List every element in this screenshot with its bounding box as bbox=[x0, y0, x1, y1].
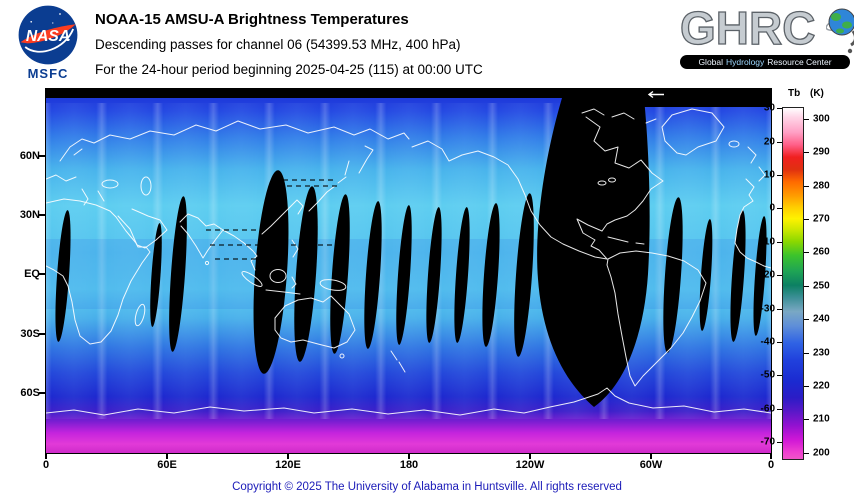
copyright-notice: Copyright © 2025 The University of Alaba… bbox=[232, 481, 622, 493]
lon-axis-label: 60E bbox=[157, 459, 177, 471]
colorbar bbox=[782, 107, 804, 460]
lon-tick bbox=[287, 454, 289, 459]
lon-axis-label: 0 bbox=[767, 459, 775, 471]
coastlines-layer bbox=[46, 108, 771, 416]
nasa-logo-text: NASA bbox=[26, 28, 70, 45]
lon-tick bbox=[650, 454, 652, 459]
globe-icon bbox=[825, 6, 854, 64]
lon-axis-label: 120E bbox=[275, 459, 301, 471]
ghrc-logo: GHRC Global bbox=[679, 1, 854, 69]
lon-tick bbox=[770, 454, 772, 459]
lat-tick bbox=[39, 273, 45, 275]
lon-axis-label: 120W bbox=[515, 459, 545, 471]
lon-axis-label: 0 bbox=[42, 459, 50, 471]
lat-axis-label: EQ bbox=[24, 268, 40, 280]
page-subtitle-channel: Descending passes for channel 06 (54399.… bbox=[95, 37, 461, 52]
lon-tick bbox=[529, 454, 531, 459]
header: NASA MSFC NOAA-15 AMSU-A Brightness Temp… bbox=[0, 0, 854, 86]
ghrc-tagline: Global Hydrology Resource Center bbox=[680, 55, 850, 69]
nasa-logo: NASA MSFC bbox=[12, 5, 84, 81]
ghrc-tagline-word: Global bbox=[698, 57, 724, 67]
lat-axis-label: 60S bbox=[20, 387, 40, 399]
brightness-temperature-map: 60N 30N EQ 30S 60S 0 60E 120E 180 120W 6… bbox=[20, 88, 774, 471]
ghrc-letters: GHRC bbox=[679, 1, 816, 54]
lat-tick bbox=[39, 214, 45, 216]
scanline-dropouts bbox=[206, 179, 338, 260]
lat-tick bbox=[39, 333, 45, 335]
msfc-label: MSFC bbox=[27, 66, 69, 81]
colorbar-panel: (C) Tb (K) 30 20 10 0 -10 -20 -30 -40 -5… bbox=[756, 88, 830, 460]
lat-tick bbox=[39, 392, 45, 394]
ghrc-tagline-word: Hydrology bbox=[726, 57, 765, 67]
lat-axis-label: 30N bbox=[19, 209, 40, 221]
lon-axis-label: 60W bbox=[639, 459, 663, 471]
colorbar-quantity-label: Tb bbox=[788, 88, 801, 99]
title-block: NOAA-15 AMSU-A Brightness Temperatures D… bbox=[95, 7, 483, 82]
missing-swath-layer bbox=[46, 89, 771, 407]
lon-tick bbox=[45, 454, 47, 459]
swath-direction-arrow-icon bbox=[647, 90, 664, 99]
map-image bbox=[46, 89, 771, 453]
nasa-meatball-icon: NASA bbox=[18, 5, 78, 65]
lat-tick bbox=[39, 155, 45, 157]
page-title: NOAA-15 AMSU-A Brightness Temperatures bbox=[95, 11, 409, 28]
colorbar-unit-celsius: (C) bbox=[756, 88, 770, 99]
lon-tick bbox=[166, 454, 168, 459]
lat-axis-label: 30S bbox=[20, 328, 40, 340]
page-subtitle-period: For the 24-hour period beginning 2025-04… bbox=[95, 62, 483, 77]
colorbar-unit-kelvin: (K) bbox=[810, 88, 824, 99]
lat-axis-label: 60N bbox=[19, 150, 40, 162]
lon-axis-label: 180 bbox=[399, 459, 419, 471]
ghrc-tagline-word: Resource Center bbox=[767, 57, 832, 67]
ghrc-logo-text: GHRC bbox=[679, 1, 854, 55]
lon-tick bbox=[408, 454, 410, 459]
